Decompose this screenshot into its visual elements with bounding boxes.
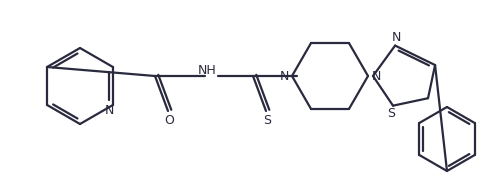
Text: O: O (164, 113, 174, 127)
Text: N: N (371, 70, 381, 83)
Text: N: N (105, 104, 115, 117)
Text: NH: NH (198, 64, 216, 77)
Text: S: S (263, 113, 271, 127)
Text: S: S (387, 107, 395, 120)
Text: N: N (279, 70, 289, 83)
Text: N: N (392, 31, 401, 44)
